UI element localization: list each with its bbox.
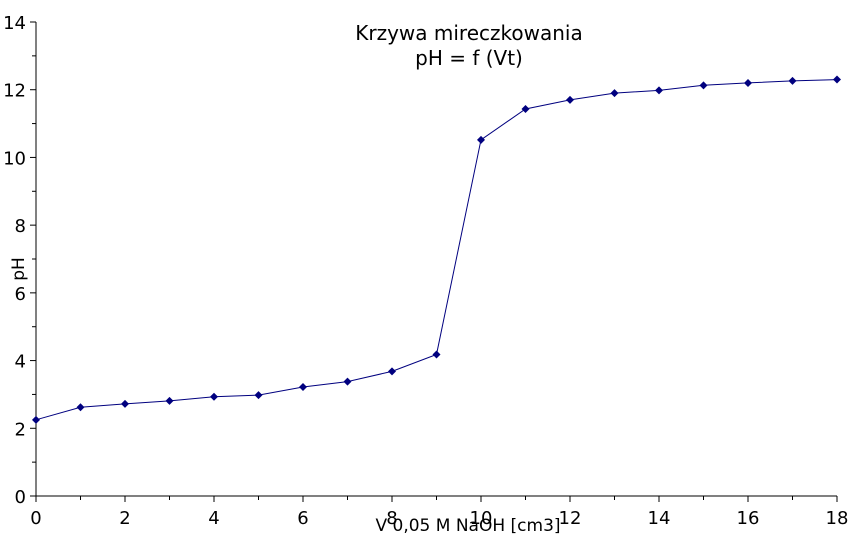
data-point <box>610 89 619 98</box>
x-tick-label: 8 <box>386 508 397 529</box>
data-point <box>744 78 752 87</box>
y-tick-label: 2 <box>15 419 26 440</box>
chart-subtitle: pH = f (Vt) <box>415 46 523 70</box>
data-point <box>477 135 485 144</box>
data-point <box>210 392 218 401</box>
data-point <box>343 377 352 386</box>
data-point <box>833 75 841 84</box>
data-point <box>432 350 441 359</box>
x-axis-label: V 0,05 M NaOH [cm3] <box>375 516 560 536</box>
data-point <box>121 399 129 408</box>
x-tick-label: 2 <box>119 508 130 529</box>
y-tick-label: 10 <box>3 148 26 169</box>
x-tick-label: 18 <box>826 508 849 529</box>
x-tick-label: 0 <box>30 508 41 529</box>
data-point <box>32 415 40 424</box>
series-layer <box>32 75 841 424</box>
x-tick-label: 16 <box>737 508 760 529</box>
data-point <box>299 382 307 391</box>
data-point <box>521 105 530 114</box>
data-point <box>566 95 574 104</box>
data-point <box>788 76 797 85</box>
data-point <box>76 403 85 412</box>
data-point <box>165 396 174 405</box>
data-point <box>388 367 396 376</box>
data-point <box>699 81 708 90</box>
x-tick-label: 12 <box>559 508 582 529</box>
y-tick-label: 6 <box>15 284 26 305</box>
x-tick-label: 10 <box>470 508 493 529</box>
y-tick-label: 0 <box>15 487 26 508</box>
y-tick-label: 4 <box>15 352 26 373</box>
data-point <box>254 391 263 400</box>
series-line <box>35 79 838 421</box>
y-tick-label: 14 <box>3 13 26 34</box>
y-tick-label: 12 <box>3 81 26 102</box>
x-tick-label: 14 <box>648 508 671 529</box>
data-point <box>655 86 663 95</box>
x-tick-label: 4 <box>208 508 219 529</box>
y-axis-label: pH <box>9 257 29 281</box>
y-tick-label: 8 <box>15 216 26 237</box>
x-tick-label: 6 <box>297 508 308 529</box>
axes: 0 2 4 6 8 10 12 14 0 2 4 6 8 10 12 14 16 18 <box>3 13 848 529</box>
chart-title: Krzywa mireczkowania <box>355 21 582 45</box>
